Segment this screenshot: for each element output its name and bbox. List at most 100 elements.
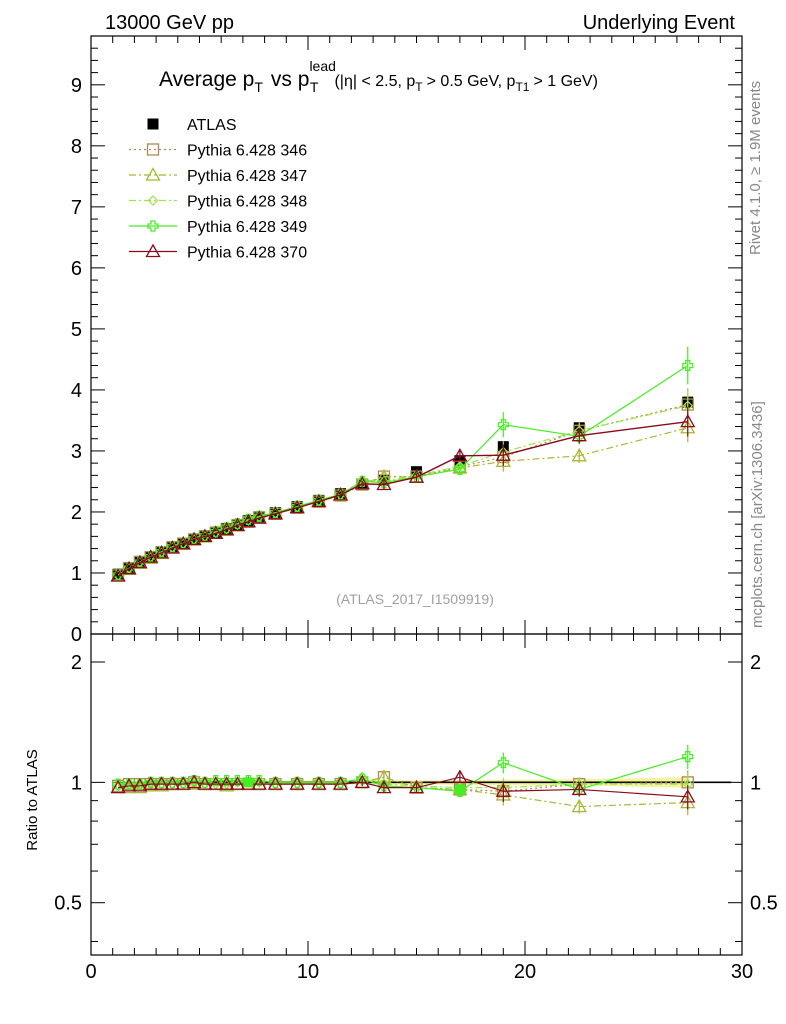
legend-label: Pythia 6.428 349 xyxy=(187,219,307,236)
ratio-point-s370 xyxy=(197,776,213,790)
title-sub-t: T xyxy=(254,79,263,95)
chart-title: Average pT vs plead T (|η| < 2.5, pT > 0.5 G… xyxy=(159,58,598,95)
title-cond-close: > 1 GeV) xyxy=(533,73,597,90)
legend-label: Pythia 6.428 348 xyxy=(187,194,307,211)
ratio-data-square xyxy=(243,777,254,788)
data-point-s370 xyxy=(495,447,511,461)
ratio-point-s370 xyxy=(267,776,284,790)
series-s346 xyxy=(111,388,694,582)
ratio-point-s349 xyxy=(231,775,244,787)
ratio-point-s370 xyxy=(452,769,468,783)
rivet-version-label: Rivet 4.1.0, ≥ 1.9M events xyxy=(747,81,764,255)
ratio-y-tick-label-right: 1 xyxy=(750,772,761,794)
legend-marker-s346 xyxy=(146,143,160,156)
data-point-s370 xyxy=(251,510,267,524)
ratio-point-s370 xyxy=(495,783,511,797)
data-point-s349 xyxy=(356,475,368,488)
ratio-y-tick-label: 0.5 xyxy=(54,893,82,915)
data-point-s370 xyxy=(311,493,327,508)
ratio-point-s370 xyxy=(376,779,392,794)
title-cond-sub-t: T xyxy=(415,80,423,94)
ratio-point-s370 xyxy=(164,776,180,790)
data-point-s370 xyxy=(153,545,170,559)
data-point-s370 xyxy=(332,487,349,501)
main-y-tick-label: 4 xyxy=(71,380,82,402)
ratio-point-s349 xyxy=(210,775,222,787)
title-cond-sub-t1: T1 xyxy=(515,80,529,94)
data-point-s370 xyxy=(376,476,392,491)
data-point-s370 xyxy=(680,413,696,428)
ratio-point-s347 xyxy=(571,798,587,813)
ratio-point-s349 xyxy=(682,750,694,763)
series-line-s349 xyxy=(117,365,689,576)
header-right: Underlying Event xyxy=(583,12,736,34)
legend-label: Pythia 6.428 370 xyxy=(187,245,307,262)
ratio-point-s370 xyxy=(208,776,224,790)
data-point-s370 xyxy=(267,505,284,520)
series-line-s346 xyxy=(117,403,688,576)
main-y-tick-label: 1 xyxy=(71,563,82,585)
data-point-s349 xyxy=(454,463,466,475)
x-tick-label: 30 xyxy=(731,961,753,983)
ratio-point-s349 xyxy=(221,775,233,787)
ratio-line-s349 xyxy=(118,756,688,792)
legend-marker-s348 xyxy=(147,195,159,206)
series-s348 xyxy=(112,389,694,581)
ratio-point-s370 xyxy=(132,778,148,792)
title-cond-open: (|η| < 2.5, p xyxy=(334,73,415,90)
legend-entry-atlas: ATLAS xyxy=(147,117,237,134)
ratio-point-s349 xyxy=(253,775,265,787)
x-tick-label: 20 xyxy=(514,961,536,983)
legend-label: ATLAS xyxy=(187,117,237,134)
legend-label: Pythia 6.428 346 xyxy=(187,143,307,160)
ratio-point-s349 xyxy=(497,757,509,769)
series-s370 xyxy=(110,406,696,582)
data-point-s370 xyxy=(143,549,159,563)
series-line-s348 xyxy=(117,405,688,576)
data-point-s370 xyxy=(289,499,305,514)
ratio-point-s370 xyxy=(186,774,202,789)
ratio-point-s370 xyxy=(143,776,159,790)
ratio-plot-frame xyxy=(90,633,743,956)
data-point-s370 xyxy=(219,521,235,536)
title-cond-mid: > 0.5 GeV, p xyxy=(427,73,516,90)
ratio-point-s370 xyxy=(219,776,235,790)
data-point-s349 xyxy=(497,419,509,431)
data-point-s370 xyxy=(240,513,256,528)
data-point-s370 xyxy=(110,568,126,582)
legend-marker-s347 xyxy=(145,167,161,181)
ratio-point-s370 xyxy=(153,776,170,790)
ratio-y-tick-label: 2 xyxy=(71,652,82,674)
data-point-s347 xyxy=(571,447,587,462)
ratio-point-s370 xyxy=(229,776,246,790)
data-point-s370 xyxy=(175,535,191,550)
ratio-point-s370 xyxy=(408,779,425,794)
ratio-point-s370 xyxy=(354,774,370,789)
title-main: Average p xyxy=(159,68,254,91)
data-point-s370 xyxy=(208,525,224,539)
legend-entry-s348: Pythia 6.428 348 xyxy=(129,194,307,211)
ratio-point-s370 xyxy=(121,778,137,792)
ratio-point-s370 xyxy=(680,789,696,803)
ratio-point-s370 xyxy=(110,779,126,794)
mcplots-label: mcplots.cern.ch [arXiv:1306.3436] xyxy=(749,401,766,628)
legend-entry-s349: Pythia 6.428 349 xyxy=(129,219,307,236)
main-y-tick-label: 3 xyxy=(71,441,82,463)
ratio-point-s349 xyxy=(112,778,124,790)
ratio-data-square xyxy=(454,784,465,795)
legend-marker-s370 xyxy=(145,243,161,258)
x-tick-label: 10 xyxy=(297,961,319,983)
legend-entry-s370: Pythia 6.428 370 xyxy=(129,243,307,262)
legend-marker-atlas xyxy=(147,118,159,130)
ratio-point-s349 xyxy=(356,773,368,785)
ratio-point-s347 xyxy=(132,779,148,794)
data-point-s370 xyxy=(354,476,370,490)
main-y-tick-label: 7 xyxy=(71,197,82,219)
data-point-s370 xyxy=(132,554,148,569)
legend-label: Pythia 6.428 347 xyxy=(187,168,307,185)
ratio-point-s370 xyxy=(251,776,267,790)
main-y-tick-label: 0 xyxy=(71,624,82,646)
main-y-tick-label: 8 xyxy=(71,136,82,158)
series-s347 xyxy=(110,413,696,582)
main-y-tick-label: 6 xyxy=(71,258,82,280)
